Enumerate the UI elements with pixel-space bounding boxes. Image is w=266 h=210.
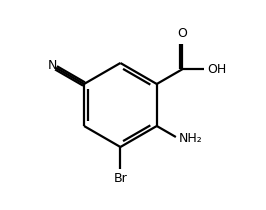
Text: OH: OH <box>207 63 227 76</box>
Text: O: O <box>177 27 187 40</box>
Text: NH₂: NH₂ <box>178 132 202 145</box>
Text: Br: Br <box>114 172 127 185</box>
Text: N: N <box>47 59 57 72</box>
